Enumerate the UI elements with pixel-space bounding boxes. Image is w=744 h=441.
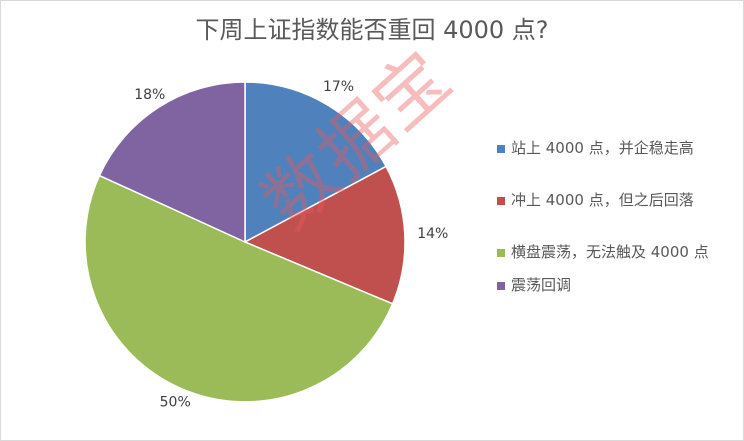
data-label-2: 50% bbox=[160, 394, 191, 410]
legend-label-0: 站上 4000 点，并企稳走高 bbox=[511, 139, 694, 157]
legend-swatch-3 bbox=[497, 282, 505, 290]
pie-slice-3 bbox=[98, 81, 246, 244]
legend-label-1: 冲上 4000 点，但之后回落 bbox=[511, 191, 694, 209]
legend-item-3: 震荡回调 bbox=[497, 275, 733, 295]
chart-title: 下周上证指数能否重回 4000 点? bbox=[195, 16, 549, 44]
data-label-3: 18% bbox=[134, 87, 165, 103]
legend-swatch-1 bbox=[497, 197, 505, 205]
legend-item-1: 冲上 4000 点，但之后回落 bbox=[497, 190, 733, 210]
data-label-0: 17% bbox=[323, 79, 354, 95]
legend-label-3: 震荡回调 bbox=[511, 276, 572, 294]
pie-slice-0 bbox=[244, 81, 388, 244]
legend-label-2: 横盘震荡，无法触及 4000 点 bbox=[511, 243, 709, 261]
legend-swatch-0 bbox=[497, 145, 505, 153]
legend-item-2: 横盘震荡，无法触及 4000 点 bbox=[497, 242, 733, 262]
legend-swatch-2 bbox=[497, 249, 505, 257]
data-label-1: 14% bbox=[417, 226, 448, 242]
pie-slice-1 bbox=[243, 165, 406, 305]
chart-legend: 站上 4000 点，并企稳走高 冲上 4000 点，但之后回落 横盘震荡，无法触… bbox=[497, 138, 733, 295]
legend-item-0: 站上 4000 点，并企稳走高 bbox=[497, 138, 733, 158]
pie-slice-2 bbox=[84, 174, 394, 403]
